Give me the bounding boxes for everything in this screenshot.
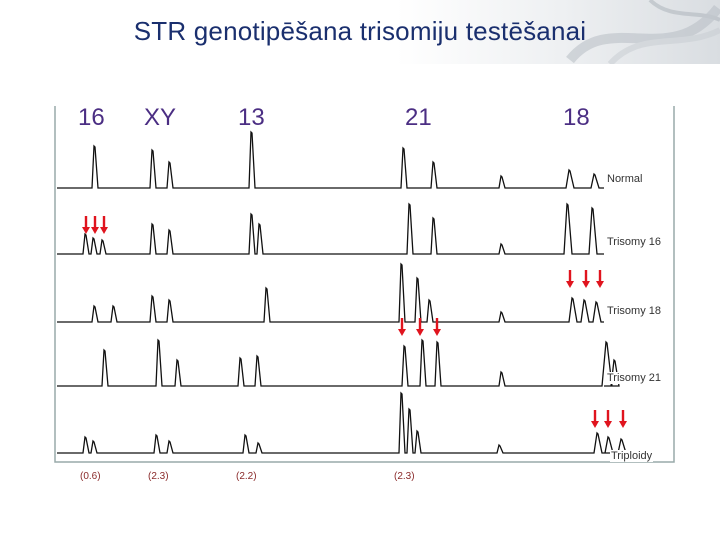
ratio-label-13: (2.2) — [236, 471, 257, 482]
red-arrow-icon — [82, 216, 90, 234]
str-electropherogram-figure: 16 XY 13 21 18 Normal Trisomy 16 Trisomy… — [52, 104, 678, 482]
locus-label-13: 13 — [238, 104, 265, 131]
locus-label-21: 21 — [405, 104, 432, 131]
plot-frame — [54, 106, 675, 463]
trace-trisomy-21 — [57, 338, 620, 387]
red-arrow-icon — [582, 270, 590, 288]
red-arrow-icon — [591, 410, 599, 428]
red-arrow-icon — [100, 216, 108, 234]
red-arrow-icon — [604, 410, 612, 428]
ratio-label-xy: (2.3) — [148, 471, 169, 482]
decorative-swirl-icon — [566, 0, 720, 64]
trace-label-trisomy-18: Trisomy 18 — [606, 305, 662, 317]
slide-title: STR genotipēšana trisomiju testēšanai — [133, 16, 587, 46]
trace-triploidy — [57, 391, 627, 454]
trace-label-normal: Normal — [606, 173, 644, 185]
locus-label-18: 18 — [563, 104, 590, 131]
trace-trisomy-16 — [57, 202, 604, 255]
red-arrow-icon — [433, 318, 441, 336]
ratio-label-21: (2.3) — [394, 471, 415, 482]
red-arrow-icon — [91, 216, 99, 234]
trace-normal — [57, 130, 604, 189]
trace-label-trisomy-16: Trisomy 16 — [606, 236, 662, 248]
electropherogram-traces — [54, 106, 675, 463]
trace-trisomy-18 — [57, 262, 604, 323]
red-arrow-icon — [619, 410, 627, 428]
red-arrow-icon — [398, 318, 406, 336]
red-arrow-icon — [416, 318, 424, 336]
trace-label-trisomy-21: Trisomy 21 — [606, 372, 662, 384]
red-arrow-icon — [596, 270, 604, 288]
ratio-label-16: (0.6) — [80, 471, 101, 482]
locus-label-xy: XY — [144, 104, 177, 131]
locus-label-16: 16 — [78, 104, 105, 131]
red-arrow-icon — [566, 270, 574, 288]
trace-label-triploidy: Triploidy — [610, 450, 654, 462]
slide-header: STR genotipēšana trisomiju testēšanai — [0, 0, 720, 64]
